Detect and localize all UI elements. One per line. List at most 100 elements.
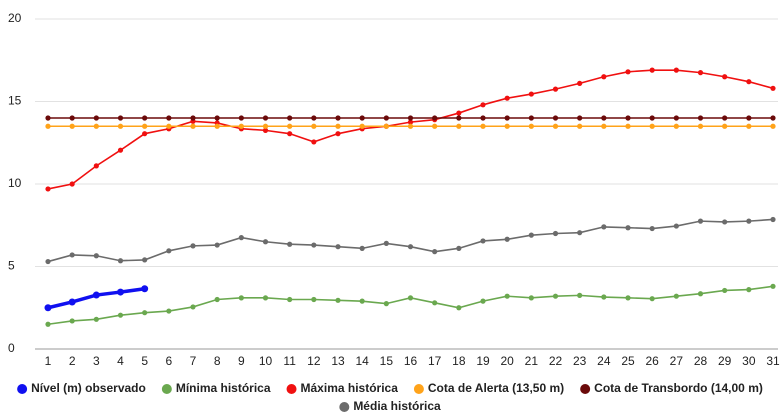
data-point xyxy=(673,123,679,129)
data-point xyxy=(142,257,148,263)
legend-marker xyxy=(286,384,297,394)
data-point xyxy=(117,258,124,264)
data-point xyxy=(746,79,752,85)
legend-label: Nível (m) observado xyxy=(31,381,146,395)
data-point xyxy=(142,123,148,129)
legend-label: Cota de Transbordo (14,00 m) xyxy=(594,381,763,395)
data-point xyxy=(697,218,704,224)
x-tick-label: 9 xyxy=(238,354,245,368)
x-tick-label: 19 xyxy=(476,354,490,368)
y-tick-label: 0 xyxy=(8,341,15,355)
data-point xyxy=(577,230,583,236)
legend-marker xyxy=(17,384,28,394)
x-tick-label: 26 xyxy=(645,354,659,368)
data-point xyxy=(577,292,583,298)
data-point xyxy=(407,115,414,121)
data-point xyxy=(68,298,76,306)
x-tick-label: 22 xyxy=(549,354,563,368)
y-tick-label: 5 xyxy=(8,259,15,273)
data-point xyxy=(262,115,269,121)
data-point xyxy=(407,119,414,125)
x-tick-label: 17 xyxy=(428,354,442,368)
data-point xyxy=(311,242,317,248)
data-point xyxy=(335,123,341,129)
data-point xyxy=(45,321,51,327)
data-point xyxy=(92,291,100,299)
data-point xyxy=(262,239,269,245)
data-point xyxy=(722,123,728,129)
data-point xyxy=(746,123,752,129)
legend-label: Média histórica xyxy=(353,399,441,413)
data-point xyxy=(577,123,583,129)
data-point xyxy=(383,115,389,121)
data-point xyxy=(166,115,172,121)
data-point xyxy=(697,70,704,76)
data-point xyxy=(480,298,486,304)
data-point xyxy=(45,115,51,121)
x-tick-label: 16 xyxy=(404,354,418,368)
data-point xyxy=(262,123,269,129)
data-point xyxy=(359,123,365,129)
data-point xyxy=(69,115,75,121)
data-point xyxy=(697,123,704,129)
y-tick-label: 20 xyxy=(8,11,22,25)
data-point xyxy=(93,163,99,169)
data-point xyxy=(69,318,75,324)
series-line xyxy=(47,69,774,190)
data-point xyxy=(117,115,124,121)
data-point xyxy=(625,115,631,121)
data-point xyxy=(214,123,220,129)
data-point xyxy=(649,115,655,121)
data-point xyxy=(601,123,607,129)
data-point xyxy=(770,115,776,121)
data-point xyxy=(407,295,414,301)
data-point xyxy=(722,115,728,121)
data-point xyxy=(190,115,196,121)
data-point xyxy=(262,295,269,301)
x-tick-label: 28 xyxy=(694,354,708,368)
x-tick-label: 30 xyxy=(742,354,756,368)
x-tick-label: 13 xyxy=(331,354,345,368)
data-point xyxy=(93,123,99,129)
data-point xyxy=(190,123,196,129)
data-point xyxy=(673,115,679,121)
x-tick-label: 15 xyxy=(380,354,394,368)
data-point xyxy=(601,74,607,80)
data-point xyxy=(359,245,365,251)
legend-label: Máxima histórica xyxy=(301,381,399,395)
data-point xyxy=(238,123,244,129)
series-line xyxy=(47,218,774,263)
data-point xyxy=(432,300,438,306)
data-point xyxy=(335,297,341,303)
data-point xyxy=(69,181,75,187)
data-point xyxy=(601,294,607,300)
data-point xyxy=(552,115,559,121)
data-point xyxy=(311,123,317,129)
data-point xyxy=(287,241,293,247)
x-tick-label: 21 xyxy=(525,354,539,368)
x-tick-label: 12 xyxy=(307,354,321,368)
data-point xyxy=(456,115,462,121)
data-point xyxy=(673,293,679,299)
legend-label: Cota de Alerta (13,50 m) xyxy=(428,381,564,395)
data-point xyxy=(44,304,52,312)
data-point xyxy=(770,123,776,129)
data-point xyxy=(262,127,269,133)
data-point xyxy=(166,248,172,254)
data-point xyxy=(190,304,196,310)
data-point xyxy=(117,123,124,129)
data-point xyxy=(383,301,389,307)
x-tick-label: 6 xyxy=(165,354,172,368)
data-point xyxy=(504,236,510,242)
x-tick-label: 10 xyxy=(259,354,273,368)
data-point xyxy=(649,296,655,302)
data-point xyxy=(552,293,559,299)
data-point xyxy=(577,115,583,121)
data-point xyxy=(528,295,534,301)
data-point xyxy=(552,230,559,237)
data-point xyxy=(528,123,534,129)
x-tick-label: 5 xyxy=(141,354,148,368)
x-tick-label: 14 xyxy=(355,354,369,368)
legend-marker xyxy=(339,402,350,412)
data-point xyxy=(214,296,220,303)
